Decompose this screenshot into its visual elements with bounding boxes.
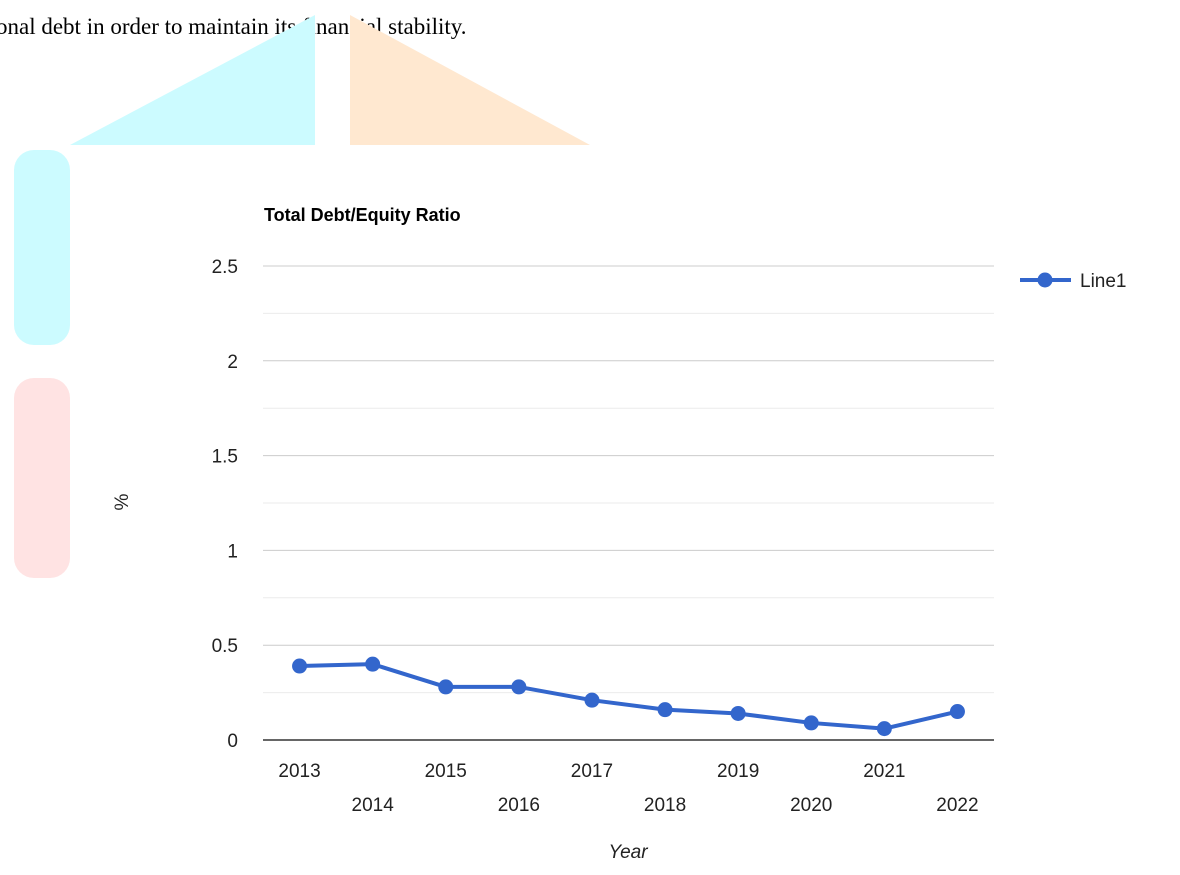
document-text-line: onal debt in order to maintain its finan… xyxy=(0,14,467,39)
legend-marker-icon xyxy=(1037,272,1053,288)
x-axis-ticks: 2013 2014 2015 2016 2017 2018 2019 2020 2021 2022 xyxy=(278,761,978,816)
x-tick-label: 2015 xyxy=(425,761,467,782)
y-tick-label: 0.5 xyxy=(212,636,238,657)
data-point xyxy=(438,679,454,695)
legend-label-line1: Line1 xyxy=(1080,271,1127,292)
x-tick-label: 2018 xyxy=(644,795,686,816)
data-point xyxy=(803,715,819,731)
x-tick-label: 2019 xyxy=(717,761,759,782)
y-tick-label: 2.5 xyxy=(212,257,238,278)
data-point xyxy=(365,656,381,672)
x-tick-label: 2017 xyxy=(571,761,613,782)
chart-title: Total Debt/Equity Ratio xyxy=(264,205,461,225)
y-tick-label: 1 xyxy=(227,541,238,562)
x-tick-label: 2020 xyxy=(790,795,832,816)
y-tick-label: 2 xyxy=(227,352,238,373)
data-point xyxy=(876,721,892,737)
y-axis-title: % xyxy=(112,493,133,510)
x-tick-label: 2016 xyxy=(498,795,540,816)
data-point xyxy=(949,704,965,720)
y-axis-ticks: 0 0.5 1 1.5 2 2.5 xyxy=(212,257,238,752)
x-tick-label: 2021 xyxy=(863,761,905,782)
x-tick-label: 2013 xyxy=(278,761,320,782)
x-axis-title: Year xyxy=(608,842,648,863)
x-tick-label: 2022 xyxy=(936,795,978,816)
data-point xyxy=(292,658,308,674)
series-line1 xyxy=(292,656,965,737)
y-tick-label: 1.5 xyxy=(212,447,238,468)
y-tick-label: 0 xyxy=(227,731,238,752)
data-point xyxy=(511,679,527,695)
gridlines xyxy=(263,265,994,694)
data-point xyxy=(730,705,746,721)
series-line xyxy=(297,662,960,731)
data-point xyxy=(584,692,600,708)
data-point xyxy=(657,702,673,718)
x-tick-label: 2014 xyxy=(352,795,395,816)
legend: Line1 xyxy=(1020,271,1127,292)
